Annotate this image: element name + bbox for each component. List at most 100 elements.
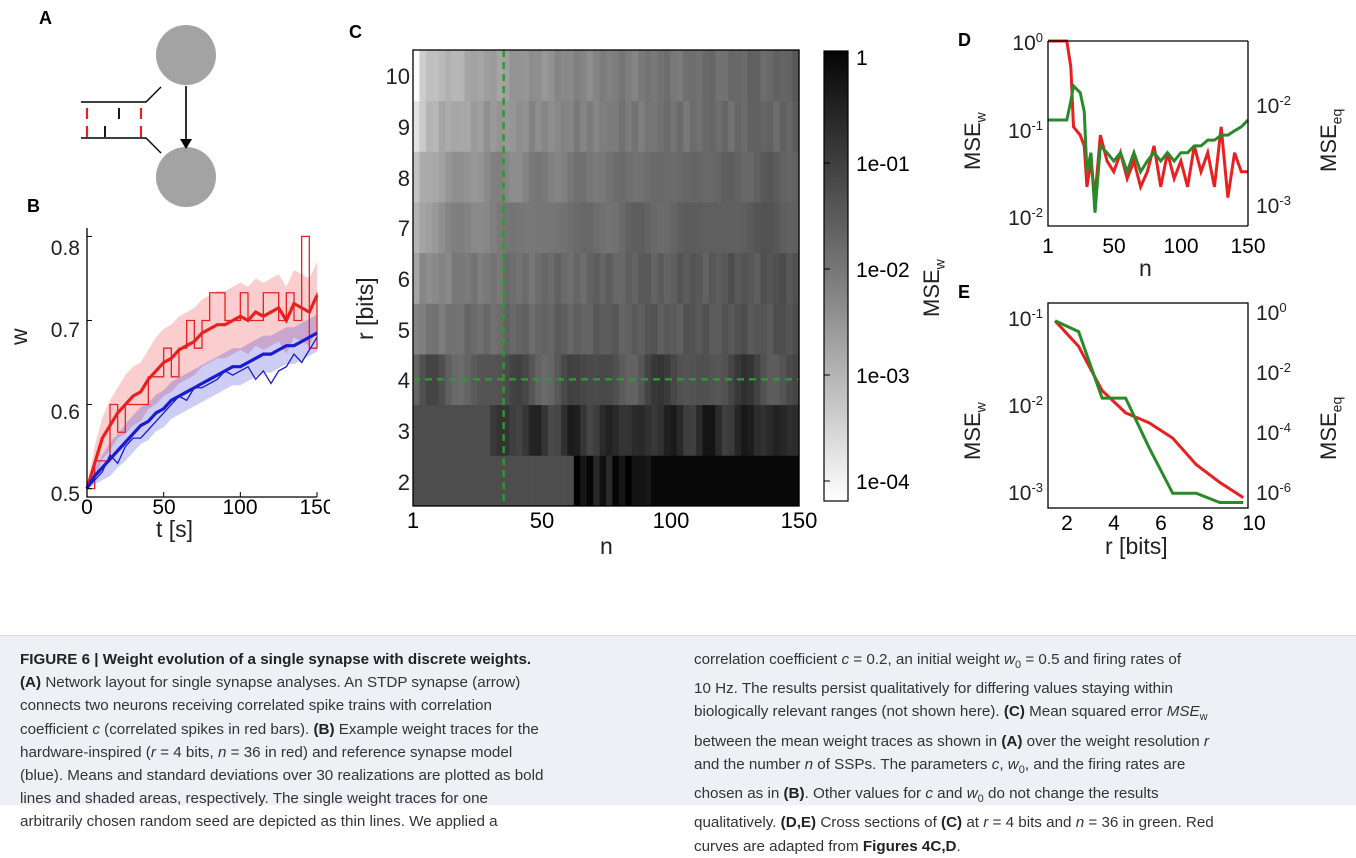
heatmap-cell: [509, 151, 517, 203]
heatmap-cell: [766, 202, 774, 254]
heatmap-cell: [573, 354, 581, 406]
spike-train-lower-line: [81, 137, 162, 154]
heatmap-cell: [753, 354, 761, 406]
heatmap-cell: [541, 151, 549, 203]
heatmap-cell: [618, 100, 626, 152]
heatmap-cell: [638, 303, 646, 355]
heatmap-cell: [618, 404, 626, 456]
panel-d-ylabel: MSEw: [960, 112, 989, 170]
heatmap-cell: [599, 404, 607, 456]
caption-line: between the mean weight traces as shown …: [694, 732, 1209, 750]
heatmap-cell: [606, 151, 614, 203]
heatmap-cell: [721, 303, 729, 355]
heatmap-cell: [631, 50, 639, 102]
sd-band-series-0: [87, 261, 317, 489]
heatmap-cell: [593, 100, 601, 152]
heatmap-cell: [573, 455, 581, 507]
panel-label-a: A: [39, 8, 52, 28]
heatmap-cell: [760, 50, 768, 102]
heatmap-cell: [766, 50, 774, 102]
heatmap-cell: [509, 303, 517, 355]
heatmap-cell: [573, 100, 581, 152]
heatmap-cell: [541, 50, 549, 102]
heatmap-cell: [458, 50, 466, 102]
heatmap-cell: [741, 354, 749, 406]
heatmap-cell: [792, 100, 800, 152]
heatmap-cell: [696, 50, 704, 102]
heatmap-cell: [747, 202, 755, 254]
heatmap-cell: [663, 202, 671, 254]
heatmap-cell: [786, 151, 794, 203]
heatmap-cell: [425, 455, 433, 507]
heatmap-cell: [741, 202, 749, 254]
heatmap-cell: [773, 404, 781, 456]
heatmap-cell: [747, 303, 755, 355]
heatmap-cell: [663, 404, 671, 456]
heatmap-cell: [625, 455, 633, 507]
heatmap-cell: [644, 50, 652, 102]
heatmap-cell: [689, 404, 697, 456]
heatmap-cell: [522, 100, 530, 152]
heatmap-cell: [593, 151, 601, 203]
caption-line: qualitatively. (D,E) Cross sections of (…: [694, 814, 1214, 832]
heatmap-cell: [708, 354, 716, 406]
heatmap-cell: [580, 252, 588, 304]
y-tick-label: 100: [1012, 30, 1043, 55]
heatmap-cell: [548, 404, 556, 456]
panel-b-ylabel: w: [6, 328, 32, 345]
heatmap-cell: [747, 404, 755, 456]
heatmap-cell: [438, 404, 446, 456]
heatmap-cell: [470, 252, 478, 304]
panel-e-chart: [1047, 302, 1249, 509]
heatmap-cell: [766, 151, 774, 203]
heatmap-cell: [631, 151, 639, 203]
heatmap-cell: [541, 455, 549, 507]
heatmap-cell: [425, 404, 433, 456]
y-right-tick-label: 10-2: [1256, 93, 1291, 118]
heatmap-cell: [734, 404, 742, 456]
heatmap-cell: [644, 455, 652, 507]
heatmap-cell: [470, 202, 478, 254]
heatmap-cell: [528, 151, 536, 203]
y-tick-label: 0.8: [50, 237, 80, 260]
heatmap-cell: [445, 455, 453, 507]
heatmap-cell: [657, 202, 665, 254]
heatmap-cell: [618, 303, 626, 355]
y-right-tick-label: 10-4: [1256, 420, 1291, 445]
heatmap-cell: [721, 404, 729, 456]
heatmap-cell: [515, 455, 523, 507]
heatmap-cell: [715, 151, 723, 203]
heatmap-cell: [593, 50, 601, 102]
heatmap-cell: [445, 252, 453, 304]
heatmap-cell: [522, 50, 530, 102]
heatmap-cell: [683, 303, 691, 355]
heatmap-cell: [567, 303, 575, 355]
heatmap-cell: [606, 50, 614, 102]
caption-line: lines and shaded areas, respectively. Th…: [20, 790, 488, 808]
heatmap-cell: [477, 303, 485, 355]
heatmap-cell: [438, 50, 446, 102]
heatmap-cell: [451, 202, 459, 254]
heatmap-cell: [773, 303, 781, 355]
heatmap-cell: [760, 151, 768, 203]
heatmap-cell: [786, 50, 794, 102]
heatmap-cell: [432, 252, 440, 304]
figure-caption: FIGURE 6 | Weight evolution of a single …: [0, 635, 1356, 855]
x-tick-label: 10: [1242, 512, 1265, 535]
heatmap-cell: [657, 303, 665, 355]
heatmap-cell: [760, 303, 768, 355]
heatmap-cell: [625, 404, 633, 456]
single-trace-series-0: [87, 235, 318, 490]
heatmap-cell: [554, 252, 562, 304]
heatmap-cell: [515, 404, 523, 456]
heatmap-cell: [728, 50, 736, 102]
heatmap-cell: [676, 303, 684, 355]
heatmap-cell: [541, 252, 549, 304]
heatmap-cell: [728, 100, 736, 152]
heatmap-cell: [548, 303, 556, 355]
heatmap-cell: [612, 151, 620, 203]
heatmap-cell: [747, 151, 755, 203]
heatmap-cell: [438, 151, 446, 203]
x-tick-label: 1: [407, 508, 419, 533]
heatmap-cell: [753, 50, 761, 102]
